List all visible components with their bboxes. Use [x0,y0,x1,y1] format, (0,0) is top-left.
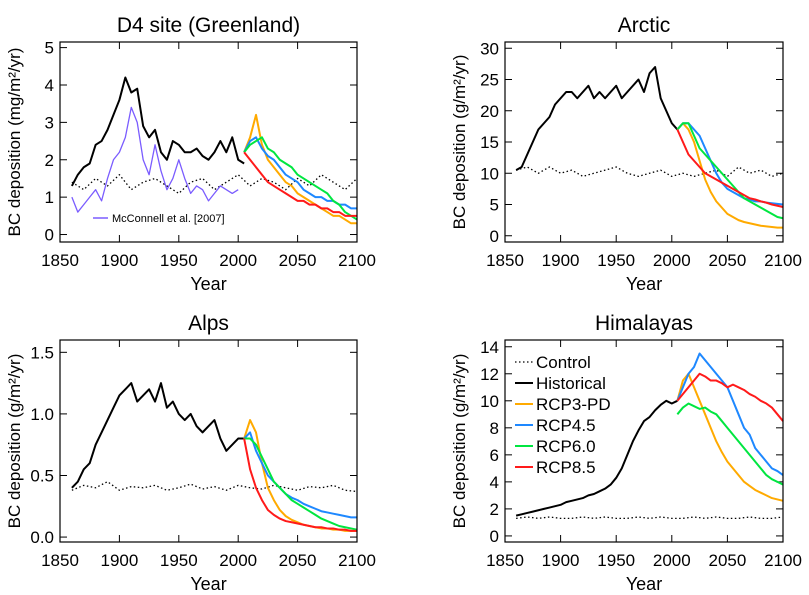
y-tick-label: 15 [480,133,499,152]
series-line [243,151,357,217]
series-line [676,372,784,502]
x-tick-label: 1850 [41,551,79,570]
legend-label: Control [536,353,591,372]
x-tick-label: 2100 [764,251,802,270]
series-line [243,136,358,221]
series-line [515,399,678,517]
y-tick-label: 1.0 [30,405,54,424]
y-tick-label: 8 [490,419,499,438]
y-tick-label: 5 [45,39,54,58]
y-tick-label: 0.0 [30,528,54,547]
series-line [676,122,783,229]
legend-label: RCP8.5 [536,458,596,477]
x-tick-label: 2000 [219,551,257,570]
y-tick-label: 4 [45,76,54,95]
x-axis-label: Year [190,574,226,594]
x-tick-label: 1900 [100,251,138,270]
series-line [676,372,784,422]
series-line [70,76,245,187]
x-tick-label: 1900 [542,551,580,570]
y-tick-label: 10 [480,164,499,183]
series-line [676,402,784,486]
x-axis-label: Year [626,274,662,294]
y-axis-label: BC deposition (mg/m²/yr) [5,48,24,237]
panel-title: Himalayas [595,312,693,335]
series-line [243,438,357,532]
series-line [71,106,239,213]
legend-label: RCP6.0 [536,437,596,456]
series-line [244,437,358,531]
x-tick-label: 2050 [708,251,746,270]
x-tick-label: 1900 [542,251,580,270]
x-tick-label: 2050 [708,551,746,570]
series-line [676,129,784,208]
y-tick-label: 2 [45,151,54,170]
legend-label: RCP3-PD [536,395,611,414]
y-tick-label: 10 [480,392,499,411]
y-tick-label: 0 [490,227,499,246]
plot-frame [504,339,784,543]
series-line [515,166,784,178]
series-line [515,66,679,172]
plot-frame [504,41,784,243]
x-tick-label: 2050 [279,251,317,270]
x-tick-label: 1950 [597,251,635,270]
series-line [676,352,784,476]
plot-frame [59,339,358,543]
y-tick-label: 5 [490,196,499,215]
panel-title: Alps [188,312,229,335]
x-axis-label: Year [626,574,662,594]
y-tick-label: 0 [490,527,499,546]
panel-title: Arctic [618,14,671,37]
panel-title: D4 site (Greenland) [117,14,300,37]
x-axis-label: Year [190,274,226,294]
y-tick-label: 12 [480,365,499,384]
series-line [516,516,784,519]
legend-label: Historical [536,374,606,393]
series-line [71,382,245,489]
x-tick-label: 2100 [764,551,802,570]
y-tick-label: 0.5 [30,466,54,485]
x-tick-label: 2100 [338,251,376,270]
series-line [71,481,358,493]
x-tick-label: 2000 [653,551,691,570]
x-tick-label: 2000 [653,251,691,270]
y-tick-label: 0 [45,226,54,245]
legend-label: RCP4.5 [536,416,596,435]
x-tick-label: 2000 [219,251,257,270]
x-tick-label: 2100 [338,551,376,570]
legend-label: McConnell et al. [2007] [112,213,225,225]
y-tick-label: 4 [490,473,499,492]
x-tick-label: 2050 [279,551,317,570]
series-line [676,122,784,220]
y-tick-label: 2 [490,500,499,519]
y-tick-label: 6 [490,446,499,465]
x-tick-label: 1950 [160,551,198,570]
x-tick-label: 1950 [597,551,635,570]
series-line [243,113,357,225]
y-tick-label: 14 [480,338,499,357]
x-tick-label: 1850 [41,251,79,270]
y-axis-label: BC deposition (g/m²/yr) [450,55,469,230]
x-tick-label: 1900 [100,551,138,570]
plot-frame [59,41,358,243]
y-axis-label: BC deposition (g/m²/yr) [5,354,24,529]
y-tick-label: 3 [45,113,54,132]
y-tick-label: 30 [480,39,499,58]
y-tick-label: 1.5 [30,343,54,362]
y-tick-label: 25 [480,71,499,90]
y-tick-label: 20 [480,102,499,121]
series-line [71,174,358,195]
x-tick-label: 1850 [486,251,524,270]
x-tick-label: 1950 [160,251,198,270]
y-axis-label: BC deposition (g/m²/yr) [450,354,469,529]
y-tick-label: 1 [45,188,54,207]
series-line [243,431,357,519]
x-tick-label: 1850 [486,551,524,570]
